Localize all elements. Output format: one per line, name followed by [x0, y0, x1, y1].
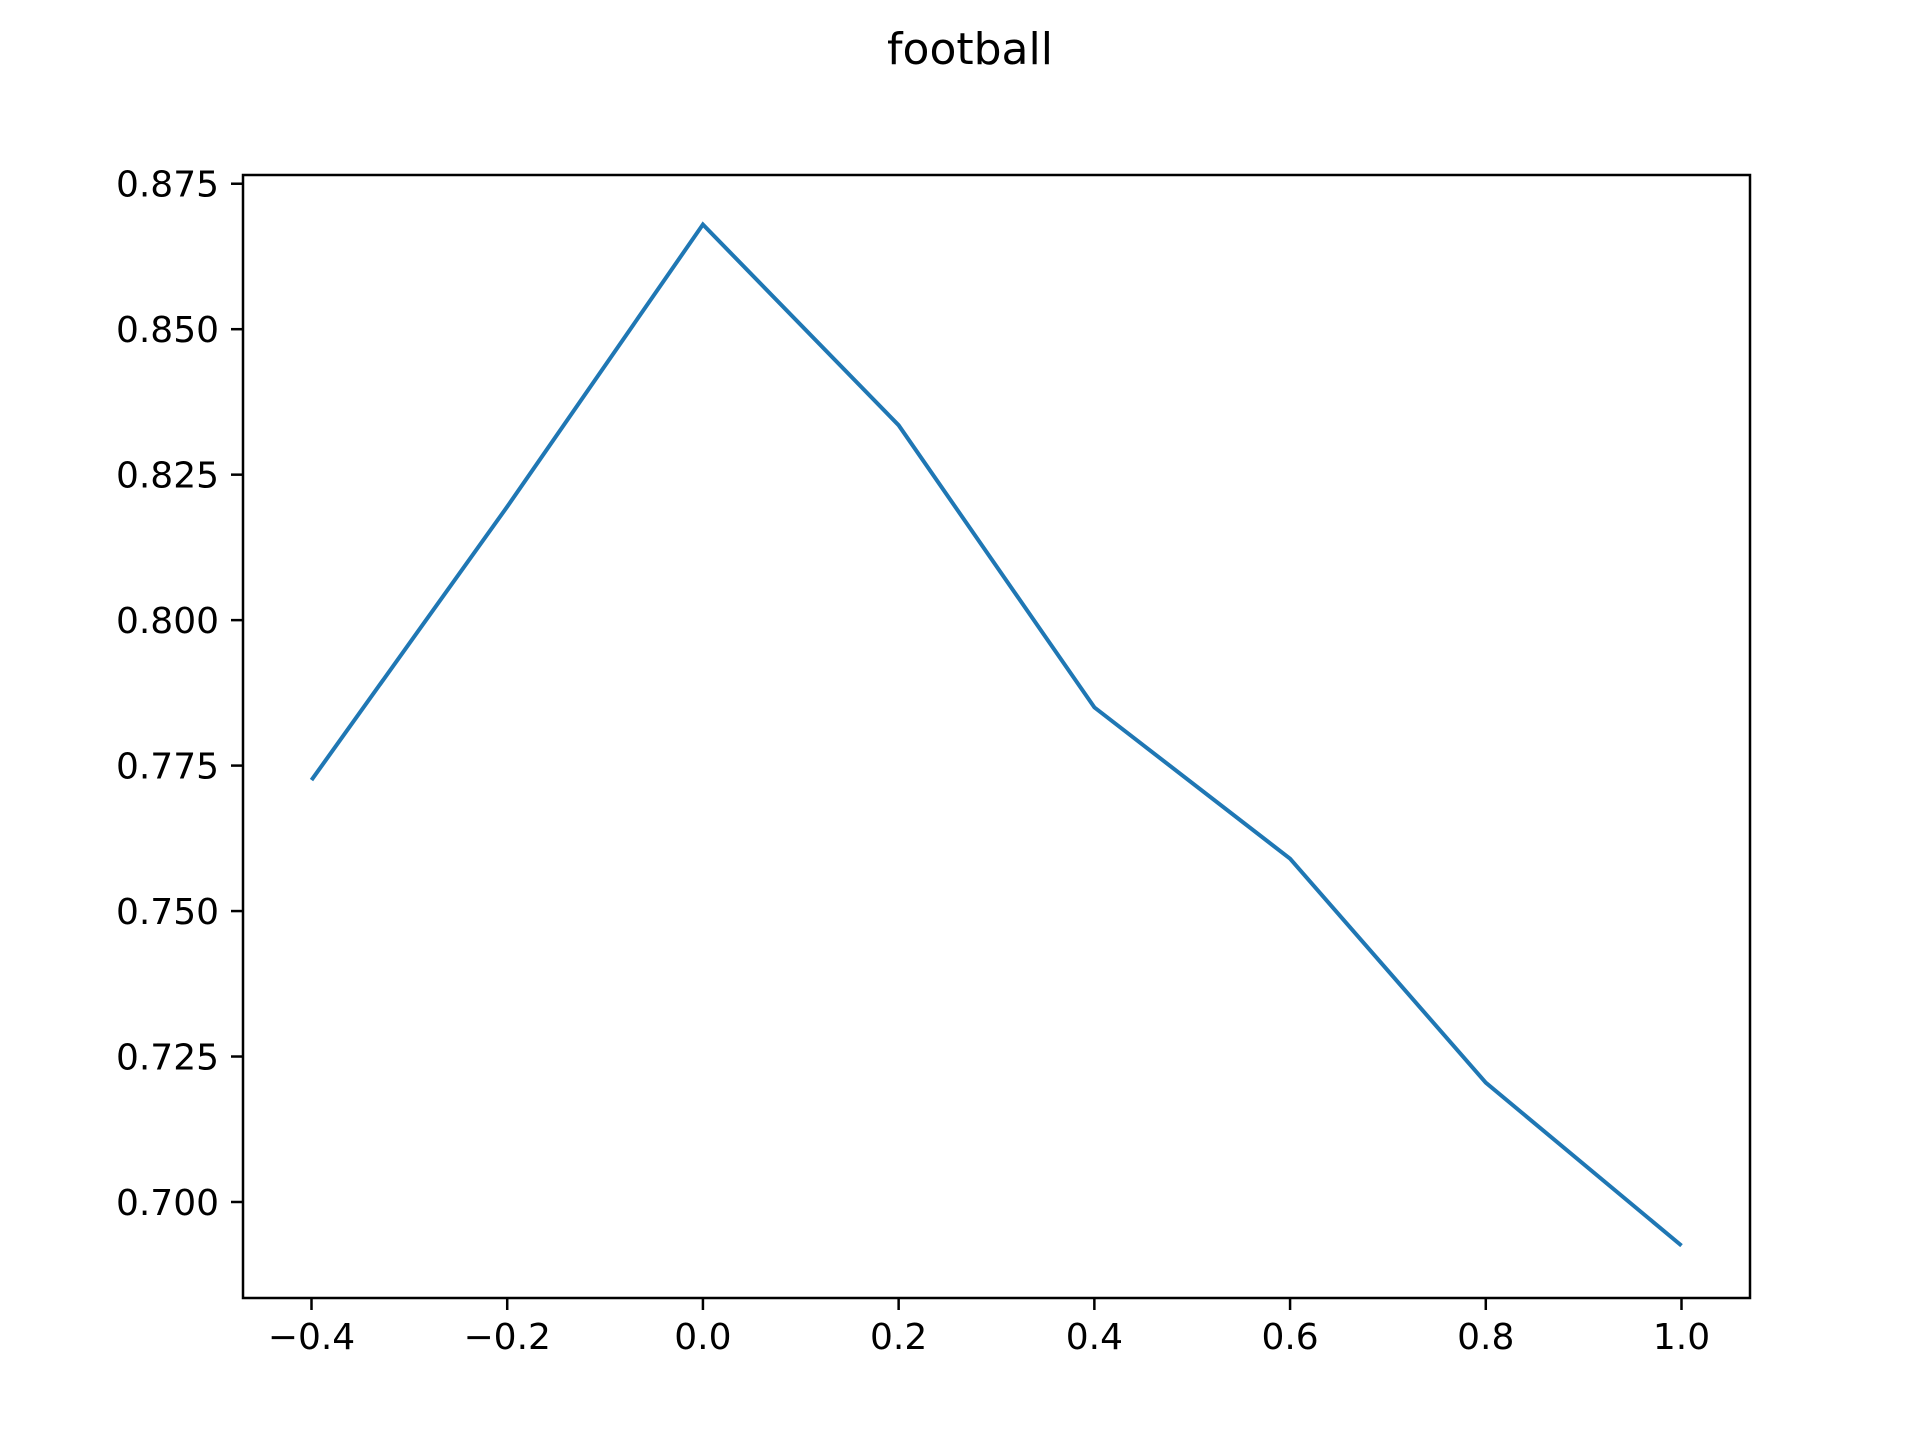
y-tick-label: 0.825	[116, 456, 219, 497]
y-tick-label: 0.700	[116, 1183, 219, 1224]
x-axis: −0.4 −0.2 0.0 0.2 0.4 0.6 0.8 1.0	[268, 1298, 1710, 1358]
x-tick-label: 0.6	[1261, 1317, 1318, 1358]
chart-title: football	[887, 24, 1053, 75]
y-tick-label: 0.775	[116, 747, 219, 788]
y-tick-label: 0.725	[116, 1038, 219, 1079]
x-tick-label: 0.2	[870, 1317, 927, 1358]
y-tick-label: 0.875	[116, 165, 219, 206]
x-tick-label: 0.4	[1066, 1317, 1123, 1358]
x-tick-label: −0.2	[464, 1317, 551, 1358]
plot-series	[309, 221, 1683, 1248]
series-line	[309, 221, 1683, 1248]
y-tick-label: 0.750	[116, 892, 219, 933]
y-tick-label: 0.800	[116, 601, 219, 642]
y-tick-label: 0.850	[116, 310, 219, 351]
y-axis: 0.700 0.725 0.750 0.775 0.800 0.825 0.850 0.875	[116, 165, 243, 1224]
plot-frame	[241, 173, 1752, 1300]
x-tick-label: 1.0	[1653, 1317, 1710, 1358]
x-tick-label: 0.0	[674, 1317, 731, 1358]
x-tick-label: −0.4	[268, 1317, 355, 1358]
x-tick-label: 0.8	[1457, 1317, 1514, 1358]
